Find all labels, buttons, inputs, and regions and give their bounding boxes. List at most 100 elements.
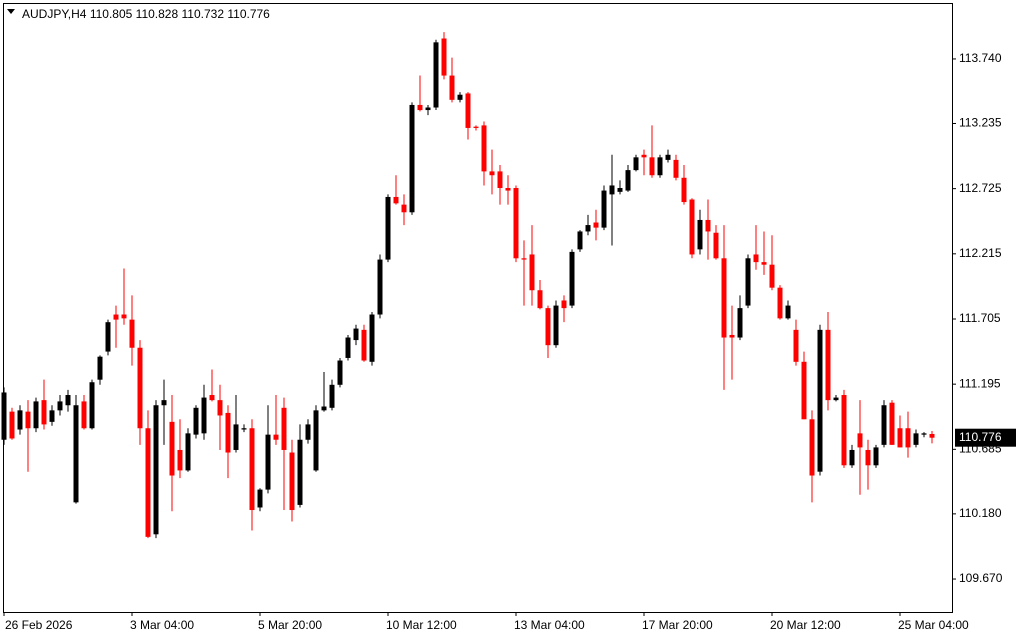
candle-body [49,410,55,422]
candle-body [433,42,439,108]
candle-body [601,190,607,228]
candle-body [889,402,895,445]
candle-body [9,411,15,439]
y-tick-label: 113.235 [959,116,1002,130]
candle-body [785,305,791,319]
candle-body [153,405,159,535]
candle-body [241,428,247,430]
plot-frame [3,3,953,613]
candle-body [833,397,839,401]
candle-body [713,232,719,259]
candle-body [633,157,639,171]
candle-body [609,185,615,195]
candle-body [177,449,183,471]
candle-body [449,75,455,100]
candle-body [521,258,527,260]
candle-body [649,157,655,176]
x-tick-label: 3 Mar 04:00 [130,618,194,632]
candle-body [233,424,239,450]
candle-body [33,401,39,429]
chart-header: AUDJPY,H4 110.805 110.828 110.732 110.77… [22,7,270,21]
candle-body [345,337,351,358]
y-tick-label: 112.725 [959,181,1002,195]
candle-body [265,434,271,490]
candle-body [369,314,375,362]
x-tick-label: 5 Mar 20:00 [258,618,322,632]
candle-body [161,400,167,406]
candle-body [465,93,471,128]
header-open: 110.805 [90,7,133,21]
candle-body [169,421,175,476]
candle-body [425,107,431,111]
candle-body [673,159,679,178]
candle-body [585,225,591,232]
candle-body [217,400,223,416]
x-tick-label: 25 Mar 04:00 [898,618,969,632]
candle-body [529,254,535,291]
menu-arrow[interactable] [7,9,15,14]
y-tick-label: 113.740 [959,51,1002,65]
candle-body [721,258,727,338]
candle-body [89,382,95,429]
x-tick-label: 26 Feb 2026 [5,618,73,632]
candle-body [809,419,815,476]
y-tick-label: 112.215 [959,246,1002,260]
candle-body [401,204,407,213]
x-tick-label: 17 Mar 20:00 [642,618,713,632]
candle-body [617,188,623,192]
candle-body [593,222,599,228]
candle-body [561,300,567,309]
candle-body [337,360,343,385]
candle-body [817,329,823,472]
candle-body [753,254,759,263]
candle-body [657,157,663,176]
candle-body [913,433,919,445]
candle-body [97,356,103,380]
candle-body [121,314,127,319]
candle-body [505,188,511,191]
candle-body [25,411,31,429]
candle-body [793,329,799,362]
candle-body [313,410,319,471]
candle-body [745,258,751,306]
candle-body [641,154,647,158]
y-tick-label: 110.180 [959,506,1002,520]
candle-body [577,231,583,250]
candle-body [193,407,199,435]
candle-body [921,433,927,435]
candle-body [409,104,415,213]
candle-body [129,319,135,348]
candle-body [625,170,631,191]
candle-body [257,489,263,508]
candle-body [41,400,47,425]
candle-body [305,424,311,440]
candle-body [417,104,423,111]
x-tick-label: 10 Mar 12:00 [386,618,457,632]
candle-body [481,125,487,172]
candle-body [729,334,735,338]
candle-body [857,433,863,448]
candle-body [841,395,847,466]
candle-body [537,290,543,309]
candle-body [65,395,71,406]
y-tick-label: 111.195 [959,376,1001,390]
candle-body [545,308,551,346]
candle-body [777,287,783,319]
candle-body [905,428,911,448]
candle-body [281,407,287,450]
candle-body [321,406,327,411]
candle-body [289,452,295,511]
candle-body [665,154,671,160]
candle-body [849,449,855,466]
candle-body [209,395,215,401]
candle-body [17,410,23,430]
candle-body [929,433,935,438]
price-box [955,428,1016,447]
candle-body [113,314,119,320]
candle-body [497,171,503,189]
y-tick-label: 111.705 [959,311,1001,325]
x-tick-label: 20 Mar 12:00 [770,618,841,632]
candle-body [1,392,7,440]
candle-body [737,308,743,338]
candle-body [697,219,703,250]
